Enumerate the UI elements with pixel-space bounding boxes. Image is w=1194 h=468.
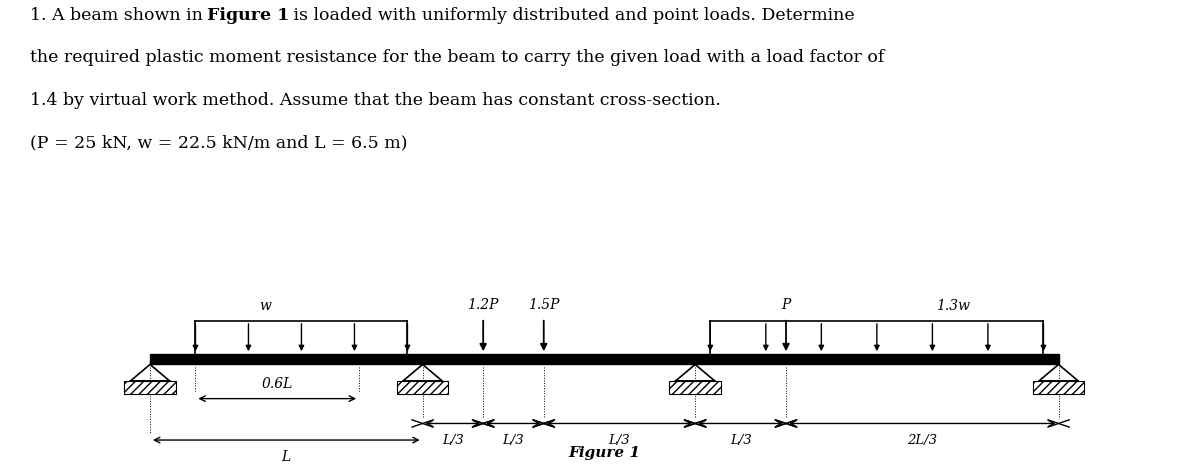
Text: L/3: L/3 (609, 434, 630, 447)
Text: Figure 1: Figure 1 (568, 446, 640, 460)
Text: L: L (282, 450, 291, 464)
Text: is loaded with uniformly distributed and point loads. Determine: is loaded with uniformly distributed and… (288, 7, 855, 24)
Bar (124, 381, 176, 395)
Text: 1.2P: 1.2P (467, 298, 499, 312)
Text: w: w (259, 299, 271, 313)
Text: L/3: L/3 (442, 434, 463, 447)
Text: L/3: L/3 (730, 434, 751, 447)
Text: 1.3w: 1.3w (936, 299, 970, 313)
Bar (670, 381, 721, 395)
Text: 1.4 by virtual work method. Assume that the beam has constant cross-section.: 1.4 by virtual work method. Assume that … (30, 92, 721, 109)
Bar (150, 354, 1059, 365)
Text: (P = 25 kN, w = 22.5 kN/m and L = 6.5 m): (P = 25 kN, w = 22.5 kN/m and L = 6.5 m) (30, 135, 407, 152)
Text: L/3: L/3 (503, 434, 524, 447)
Text: 2L/3: 2L/3 (907, 434, 937, 447)
Text: 1.5P: 1.5P (528, 298, 560, 312)
Text: the required plastic moment resistance for the beam to carry the given load with: the required plastic moment resistance f… (30, 50, 885, 66)
Text: 1. A beam shown in: 1. A beam shown in (30, 7, 208, 24)
Text: P: P (781, 298, 790, 312)
Bar (1033, 381, 1084, 395)
Text: 0.6L: 0.6L (261, 377, 293, 391)
Bar (396, 381, 448, 395)
Text: Figure 1: Figure 1 (207, 7, 289, 24)
